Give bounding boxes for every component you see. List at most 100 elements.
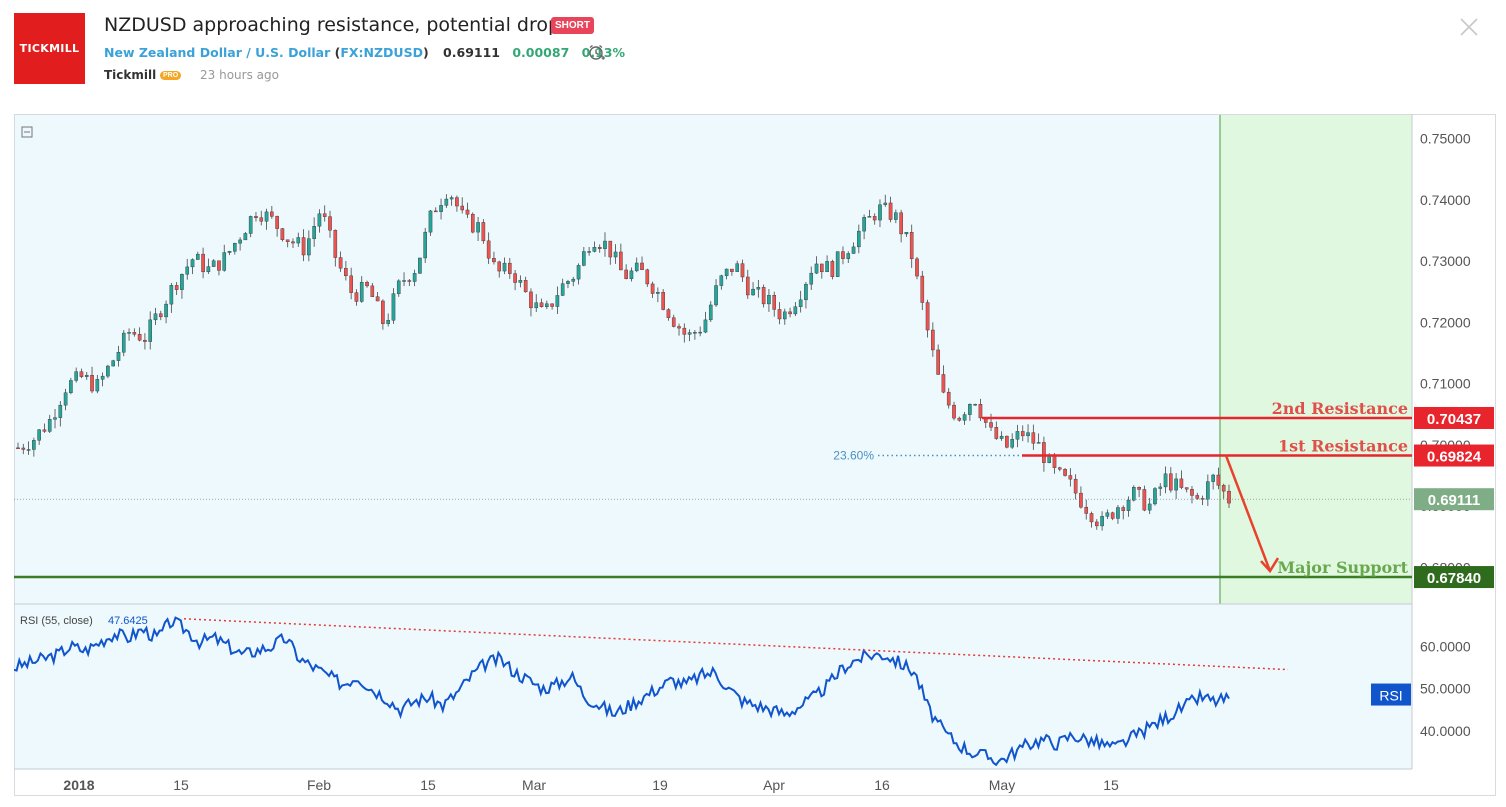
candle-body bbox=[328, 216, 332, 231]
tickmill-logo[interactable]: TICKMILL bbox=[14, 13, 85, 84]
candle bbox=[127, 328, 131, 341]
candle-body bbox=[449, 197, 454, 200]
candle bbox=[211, 259, 216, 267]
rsi-line bbox=[14, 616, 1230, 767]
candle-body bbox=[359, 281, 364, 302]
candle bbox=[508, 258, 512, 279]
time-tick-label-1: 15 bbox=[173, 777, 189, 793]
candle bbox=[624, 264, 628, 280]
candle-body bbox=[69, 380, 73, 393]
candle bbox=[433, 207, 438, 213]
candle-body bbox=[349, 275, 353, 293]
candle bbox=[280, 227, 285, 242]
forecast-arrow-shaft bbox=[1224, 455, 1272, 572]
candle-body bbox=[423, 231, 427, 259]
candle bbox=[798, 290, 803, 313]
symbol-line: New Zealand Dollar / U.S. Dollar (FX:NZD… bbox=[104, 45, 625, 60]
candle-body bbox=[106, 365, 110, 377]
close-icon[interactable] bbox=[1458, 16, 1480, 38]
candle-body bbox=[164, 303, 168, 318]
candle-body bbox=[270, 211, 274, 217]
candles bbox=[16, 194, 1231, 531]
candle-body bbox=[16, 447, 20, 450]
candle bbox=[931, 322, 935, 357]
candle-body bbox=[1137, 486, 1141, 490]
candle-body bbox=[994, 427, 999, 439]
candle-body bbox=[296, 237, 301, 244]
candle-body bbox=[883, 202, 888, 205]
candle-body bbox=[835, 251, 840, 277]
candle-body bbox=[989, 422, 993, 428]
candle-body bbox=[1179, 478, 1184, 488]
candle bbox=[217, 260, 221, 276]
candle-body bbox=[381, 300, 385, 324]
candle bbox=[328, 210, 332, 238]
candle bbox=[169, 282, 174, 313]
candle-body bbox=[650, 283, 655, 294]
candle-body bbox=[402, 280, 406, 282]
candle-body bbox=[37, 429, 41, 441]
candle bbox=[1179, 470, 1184, 490]
candle-body bbox=[952, 404, 956, 419]
time-tick-label-8: May bbox=[989, 777, 1015, 793]
ticker-open-paren: ( bbox=[334, 45, 341, 60]
candle bbox=[84, 372, 89, 380]
ticker-link[interactable]: FX:NZDUSD bbox=[340, 45, 423, 60]
candle bbox=[132, 328, 137, 337]
candle-body bbox=[714, 285, 718, 306]
candle-body bbox=[84, 375, 89, 377]
candle-body bbox=[285, 239, 290, 242]
candle bbox=[735, 260, 739, 272]
candle-body bbox=[915, 258, 919, 277]
candle bbox=[608, 240, 613, 265]
alarm-clock-icon[interactable] bbox=[588, 44, 606, 62]
candle bbox=[619, 243, 623, 271]
candle-body bbox=[248, 216, 253, 234]
candle-body bbox=[370, 285, 375, 297]
ticker-close-paren: ) bbox=[422, 45, 429, 60]
author-name[interactable]: Tickmill bbox=[104, 68, 157, 82]
price-tick-label-0: 0.75000 bbox=[1420, 131, 1471, 147]
candle-body bbox=[634, 262, 639, 272]
candle-body bbox=[407, 280, 412, 282]
candle bbox=[470, 212, 475, 234]
candle-body bbox=[1057, 467, 1062, 470]
candle bbox=[878, 199, 882, 228]
candle-body bbox=[1216, 474, 1221, 486]
candle-body bbox=[782, 311, 787, 320]
candle bbox=[751, 282, 755, 296]
candle-body bbox=[502, 262, 507, 272]
candle-body bbox=[428, 210, 433, 233]
collapse-icon[interactable] bbox=[21, 126, 33, 138]
price-chart[interactable]: 0.750000.740000.730000.720000.710000.700… bbox=[14, 114, 1496, 797]
candle bbox=[497, 260, 502, 278]
candle bbox=[730, 268, 734, 276]
candle bbox=[957, 416, 962, 422]
candle bbox=[1184, 487, 1189, 493]
candle-body bbox=[1153, 488, 1157, 505]
candle bbox=[338, 251, 343, 272]
candle-body bbox=[508, 262, 512, 274]
pair-link[interactable]: New Zealand Dollar / U.S. Dollar bbox=[104, 45, 331, 60]
price-change: 0.00087 bbox=[512, 45, 570, 60]
candle-body bbox=[772, 295, 777, 310]
candle-body bbox=[804, 283, 808, 301]
candle-body bbox=[100, 375, 105, 380]
candle-body bbox=[640, 262, 644, 271]
candle bbox=[275, 215, 279, 237]
candle-body bbox=[1163, 473, 1168, 488]
candle-body bbox=[486, 240, 491, 259]
candle bbox=[21, 443, 26, 455]
candle-body bbox=[745, 276, 750, 296]
candle-body bbox=[820, 263, 824, 273]
candle-body bbox=[433, 210, 438, 213]
candle bbox=[492, 251, 496, 265]
forecast-arrowhead bbox=[1260, 557, 1280, 574]
candle-body bbox=[777, 309, 782, 320]
candle-body bbox=[973, 404, 977, 406]
candle bbox=[941, 365, 946, 394]
candle bbox=[58, 401, 63, 427]
candle bbox=[333, 229, 338, 267]
rsi-title: RSI (55, close) bbox=[20, 615, 93, 627]
candle-body bbox=[1190, 488, 1194, 496]
